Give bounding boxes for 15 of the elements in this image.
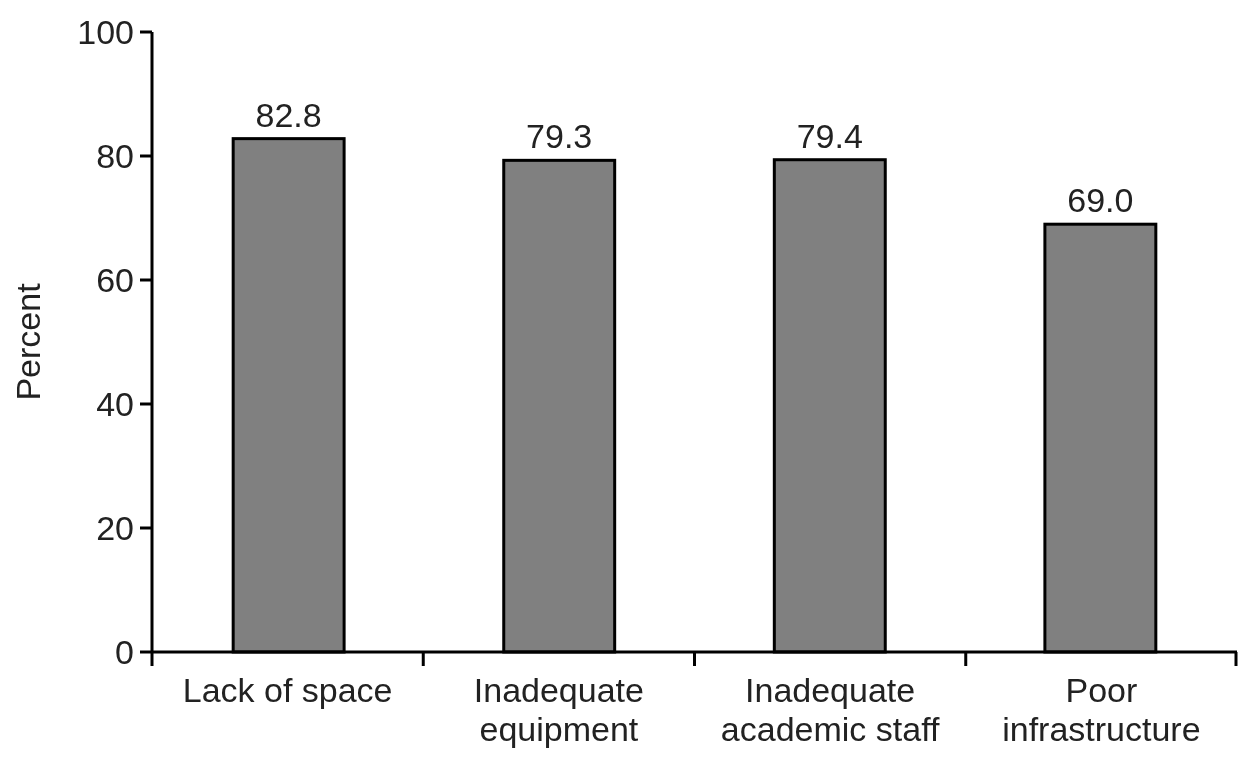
data-label: 79.3 [526,117,593,156]
x-tick-label: Lack of space [182,671,393,709]
y-tick-label: 100 [77,12,134,51]
y-tick-label: 80 [96,136,134,175]
x-tick-label: Inadequate academic staff [720,671,940,749]
y-tick-label: 0 [115,632,134,671]
data-label: 79.4 [796,116,863,155]
x-tick-label: Inadequate equipment [473,671,644,749]
x-tick-label: Poor infrastructure [1002,671,1201,749]
y-tick-label: 20 [96,508,134,547]
y-tick-label: 40 [96,384,134,423]
y-tick-label: 60 [96,260,134,299]
data-label: 82.8 [255,95,322,134]
y-axis-title: Percent [9,282,47,401]
data-label: 69.0 [1067,181,1134,220]
